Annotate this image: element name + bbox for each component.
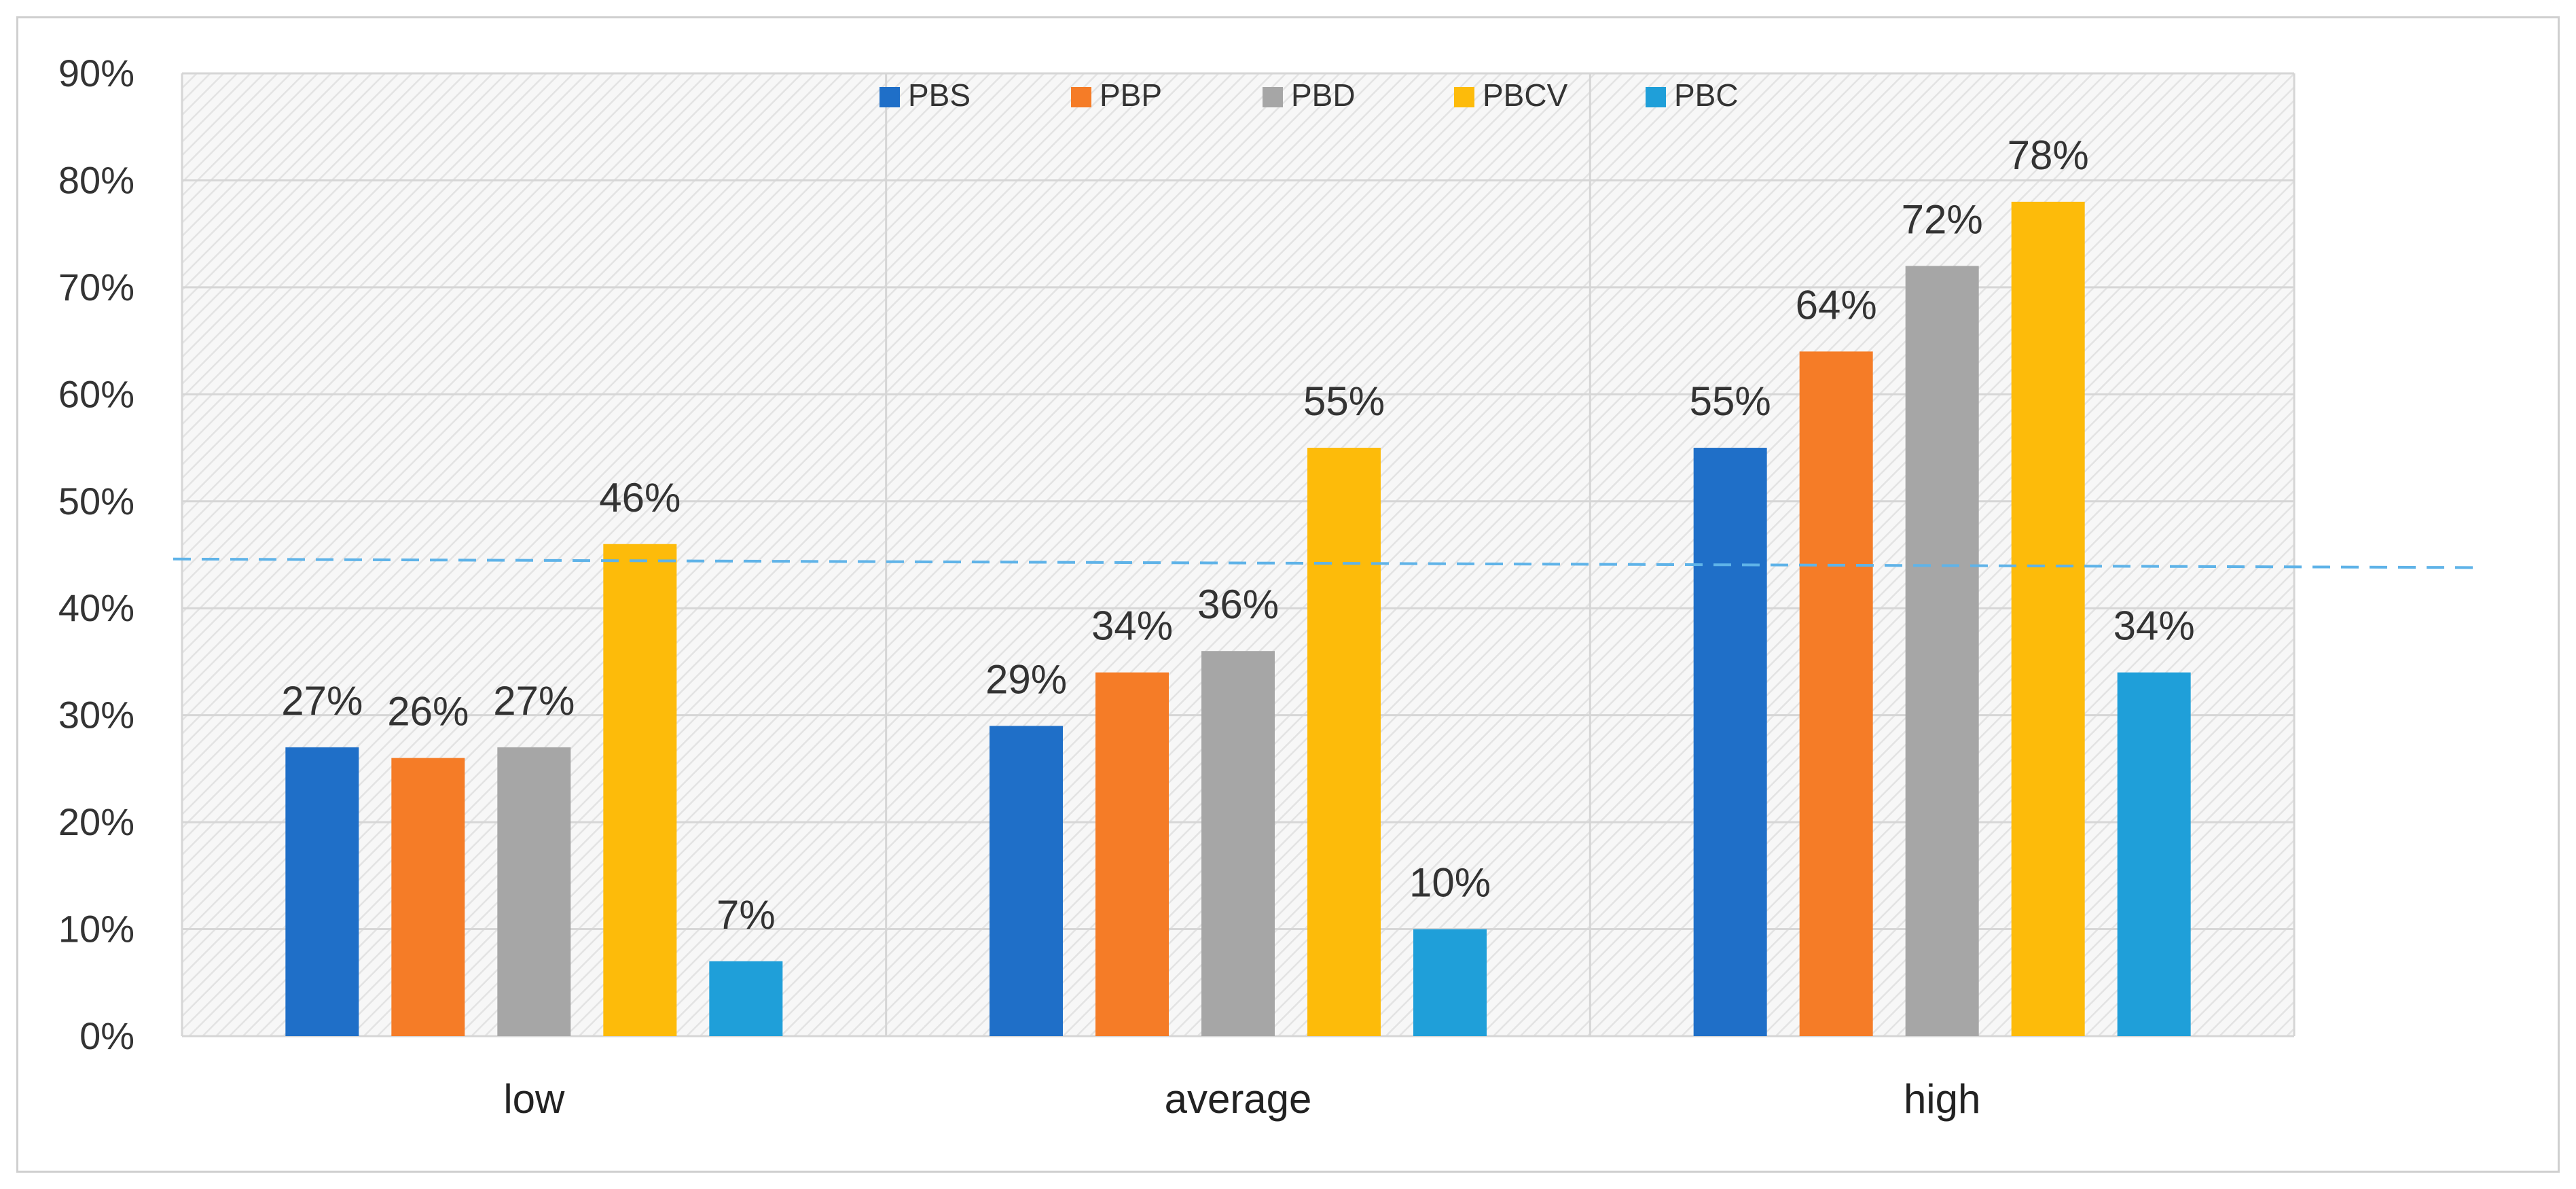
data-label: 72% [1902,196,1983,242]
y-axis-ticks: 0% 10% 20% 30% 40% 50% 60% 70% 80% 90% [58,52,134,1057]
bars [285,201,2191,1036]
legend: PBS PBP PBD PBCV PBC [879,77,1739,113]
y-tick-label: 0% [79,1014,134,1057]
y-tick-label: 60% [58,372,134,415]
data-label: 27% [281,678,363,724]
bar-pbs-average [990,726,1063,1036]
data-labels: 27% 26% 27% 46% 7% 29% 34% 36% 55% 10% 55% 64% 72% 78… [281,132,2194,938]
bar-pbd-high [1905,266,1979,1036]
legend-swatch-pbc [1646,87,1666,107]
bar-pbp-average [1095,672,1169,1036]
y-tick-label: 90% [58,52,134,94]
legend-label-pbcv: PBCV [1483,77,1568,113]
data-label: 55% [1303,378,1385,424]
data-label: 27% [493,678,575,724]
category-label-average: average [1165,1076,1312,1122]
data-label: 34% [1091,603,1173,649]
data-label: 26% [387,689,469,734]
y-tick-label: 10% [58,908,134,951]
legend-swatch-pbcv [1454,87,1474,107]
reference-line [173,557,2483,569]
data-label: 36% [1197,582,1279,627]
legend-swatch-pbd [1263,87,1283,107]
data-label: 10% [1409,860,1491,906]
y-tick-label: 50% [58,480,134,522]
legend-label-pbp: PBP [1100,77,1162,113]
reference-line-group [173,557,2483,569]
bar-pbs-low [285,747,359,1036]
bar-pbcv-high [2011,201,2085,1036]
bar-pbp-high [1799,351,1873,1036]
data-label: 34% [2114,603,2195,649]
data-label: 55% [1690,378,1771,424]
y-tick-label: 80% [58,158,134,201]
bar-pbc-low [709,961,783,1036]
category-label-high: high [1904,1076,1980,1122]
x-axis-categories: low average high [503,1076,1980,1122]
y-tick-label: 20% [58,800,134,843]
y-tick-label: 40% [58,586,134,629]
data-label: 46% [599,475,681,520]
bar-pbd-low [497,747,571,1036]
data-label: 7% [716,892,776,938]
legend-label-pbc: PBC [1674,77,1739,113]
bar-pbc-average [1413,929,1487,1036]
legend-label-pbd: PBD [1291,77,1356,113]
legend-swatch-pbp [1071,87,1091,107]
bar-pbcv-average [1307,448,1381,1036]
category-label-low: low [503,1076,565,1122]
legend-swatch-pbs [879,87,900,107]
data-label: 64% [1796,282,1877,327]
bar-pbp-low [391,758,465,1036]
bar-pbd-average [1201,651,1275,1036]
bar-pbs-high [1693,448,1767,1036]
y-tick-label: 30% [58,694,134,737]
legend-label-pbs: PBS [908,77,970,113]
bar-pbcv-low [603,544,677,1036]
data-label: 29% [985,656,1067,702]
bar-pbc-high [2117,672,2191,1036]
y-tick-label: 70% [58,266,134,308]
data-label: 78% [2008,132,2089,178]
